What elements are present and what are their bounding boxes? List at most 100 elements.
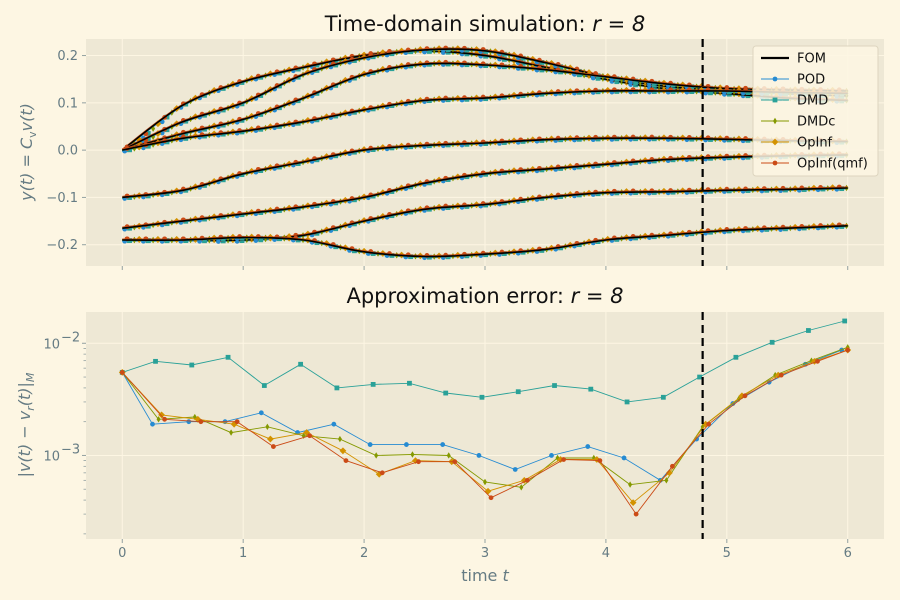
marker-DMD [806,328,811,333]
legend-entry-POD: POD [761,73,825,88]
marker-OpInf(qmf) [815,358,820,364]
marker-OpInf(qmf) [488,495,494,501]
legend-entry-OpInf: OpInf [761,136,833,151]
marker-OpInf(qmf) [271,444,276,449]
marker-DMDc [410,451,415,458]
marker-OpInf(qmf) [524,477,530,483]
marker-OpInf(qmf) [452,459,458,465]
bottom-y-tick-label: 10 [43,337,60,352]
top-y-tick-label: 0.2 [57,49,78,64]
marker-DMD [145,193,151,199]
marker-DMDc [664,477,669,484]
bottom-title-math: r = 8 [571,284,624,308]
marker-OpInf(qmf) [670,463,675,469]
marker-DMDc [446,452,451,459]
legend-label-OpInf: OpInf [797,136,833,151]
marker-DMD [515,389,521,395]
marker-DMD [443,390,449,396]
marker-OpInf [266,435,274,443]
marker-DMD [552,383,557,388]
marker-DMDc [773,117,777,125]
marker-POD [258,410,264,416]
marker-DMD [479,394,485,400]
xlabel-main: time [461,566,502,585]
bottom-ylabel-main: |v(t) − v [15,410,34,477]
marker-OpInf(qmf) [561,457,566,462]
state-trajectory-5 [122,134,849,201]
top-y-ticks: −0.2 −0.1 0.0 0.1 0.2 [46,49,849,270]
fom-line [122,90,848,151]
marker-OpInf [339,447,347,455]
fom-line [121,49,848,151]
bottom-x-tick-label: 2 [360,546,368,561]
marker-DMD [772,97,778,103]
marker-OpInf [771,138,779,146]
marker-DMD [145,131,151,136]
marker-OpInf(qmf) [706,421,712,427]
marker-OpInf(qmf) [772,160,778,166]
marker-POD [512,467,518,472]
marker-DMDc [519,484,524,491]
marker-DMDc [337,435,342,443]
bottom-ylabel-tail: (t)| [15,382,34,406]
marker-OpInf [230,420,238,428]
bottom-gridlines [86,312,884,539]
marker-OpInf [629,499,637,506]
top-title-math: r = 8 [592,12,645,36]
bottom-x-tick-label: 3 [481,546,489,561]
marker-DMD [407,380,412,386]
marker-DMD [145,223,151,229]
marker-DMDc [151,125,156,132]
marker-DMD [153,358,158,364]
marker-DMDc [483,478,487,486]
bottom-y-tick-exponent: −3 [61,442,80,457]
bottom-x-tick-label: 4 [602,546,610,561]
xlabel-math: t [502,566,509,585]
marker-POD [404,442,409,447]
marker-DMD [624,399,630,405]
marker-POD [367,442,373,447]
marker-OpInf [154,120,162,128]
marker-DMD [164,191,170,196]
legend-label-DMD: DMD [797,94,828,109]
top-title-prefix: Time-domain simulation: [324,12,593,36]
top-ylabel-sub: v [26,131,39,138]
legend-entry-FOM: FOM [761,52,826,67]
marker-OpInf(qmf) [234,419,240,425]
legend-label-OpInf(qmf): OpInf(qmf) [797,157,868,172]
legend: FOM POD DMD DMDc OpInf OpInf(qmf) [752,45,879,177]
marker-DMDc [265,423,270,431]
marker-DMDc [374,452,379,459]
marker-OpInf(qmf) [119,369,125,375]
marker-DMD [225,354,231,360]
marker-DMD [733,354,739,360]
marker-DMD [261,383,267,388]
top-chart-title: Time-domain simulation: r = 8 [324,12,645,36]
marker-DMDc [628,481,633,488]
marker-POD [772,76,778,82]
marker-POD [476,453,482,458]
error-series-OpInf(qmf) [119,347,851,517]
marker-DMD [145,143,151,149]
marker-OpInf(qmf) [597,458,603,463]
bottom-x-axis-label: time t [461,566,509,585]
top-y-tick-label: −0.2 [46,238,78,253]
bottom-chart-title: Approximation error: r = 8 [346,284,623,308]
marker-DMD [660,394,666,400]
marker-OpInf(qmf) [162,416,167,422]
marker-POD [440,442,446,447]
top-y-tick-label: 0.0 [57,144,78,159]
marker-OpInf [158,411,165,419]
marker-OpInf(qmf) [198,419,204,425]
top-y-tick-label: 0.1 [57,96,78,111]
bottom-y-ticks: 10−310−2 [43,330,86,535]
marker-DMD [164,127,170,133]
bottom-ylabel-sub2: M [24,372,37,382]
marker-DMDc [156,416,161,423]
bottom-x-tick-label: 1 [239,546,247,561]
marker-POD [331,421,337,427]
marker-DMD [127,225,132,231]
marker-DMD [164,136,170,142]
legend-entry-DMD: DMD [761,94,828,109]
bottom-y-tick-exponent: −2 [61,330,80,345]
